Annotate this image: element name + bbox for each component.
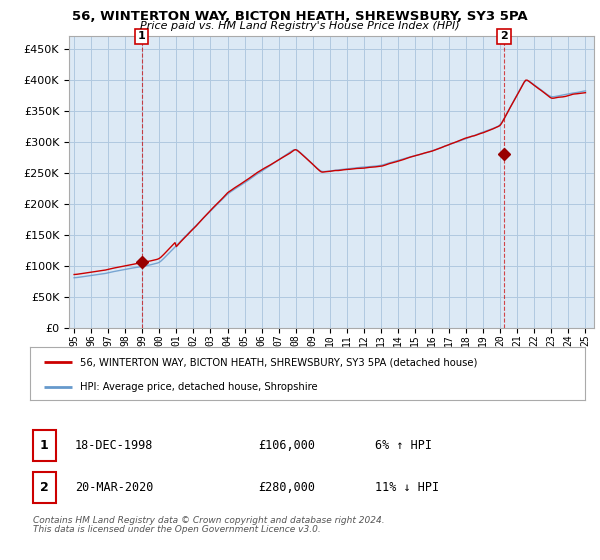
Text: 6% ↑ HPI: 6% ↑ HPI <box>375 438 432 452</box>
Text: This data is licensed under the Open Government Licence v3.0.: This data is licensed under the Open Gov… <box>33 525 321 534</box>
Text: Contains HM Land Registry data © Crown copyright and database right 2024.: Contains HM Land Registry data © Crown c… <box>33 516 385 525</box>
Text: 18-DEC-1998: 18-DEC-1998 <box>75 438 154 452</box>
Text: HPI: Average price, detached house, Shropshire: HPI: Average price, detached house, Shro… <box>80 382 317 392</box>
Text: 1: 1 <box>138 31 145 41</box>
Text: Price paid vs. HM Land Registry's House Price Index (HPI): Price paid vs. HM Land Registry's House … <box>140 21 460 31</box>
Text: £280,000: £280,000 <box>258 480 315 494</box>
Text: 11% ↓ HPI: 11% ↓ HPI <box>375 480 439 494</box>
Text: 56, WINTERTON WAY, BICTON HEATH, SHREWSBURY, SY3 5PA (detached house): 56, WINTERTON WAY, BICTON HEATH, SHREWSB… <box>80 357 478 367</box>
Text: 20-MAR-2020: 20-MAR-2020 <box>75 480 154 494</box>
Text: £106,000: £106,000 <box>258 438 315 452</box>
Text: 1: 1 <box>40 438 49 452</box>
Text: 2: 2 <box>40 480 49 494</box>
Text: 56, WINTERTON WAY, BICTON HEATH, SHREWSBURY, SY3 5PA: 56, WINTERTON WAY, BICTON HEATH, SHREWSB… <box>72 10 528 23</box>
Text: 2: 2 <box>500 31 508 41</box>
